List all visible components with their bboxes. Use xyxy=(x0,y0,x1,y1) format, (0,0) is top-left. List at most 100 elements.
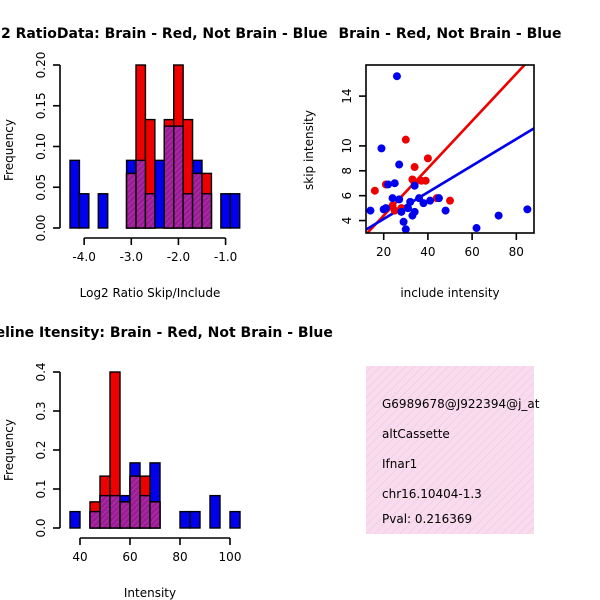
info-pval: Pval: 0.216369 xyxy=(382,512,472,526)
overlap-bar xyxy=(99,494,111,529)
x-tick-label: -1.0 xyxy=(214,250,237,264)
y-tick-label: 4 xyxy=(340,217,354,225)
y-tick-label: 0.15 xyxy=(34,92,48,119)
y-tick-label: 0.0 xyxy=(34,518,48,537)
y-tick-label: 0.10 xyxy=(34,133,48,160)
not-brain-point xyxy=(395,195,404,204)
overlap-bar xyxy=(144,193,156,229)
not-brain-point xyxy=(410,181,419,190)
not-brain-point xyxy=(392,72,401,81)
y-tick-label: 0.05 xyxy=(34,174,48,201)
y-tick-label: 0.3 xyxy=(34,401,48,420)
overlap-bar xyxy=(182,193,194,229)
not-brain-point xyxy=(406,197,415,206)
baseline-intensity-ylabel: Frequency xyxy=(2,419,16,481)
overlap-bar xyxy=(135,159,147,229)
overlap-bar xyxy=(119,501,131,529)
baseline-intensity-histogram: Baseline Itensity: Brain - Red, Not Brai… xyxy=(0,325,333,600)
not-brain-bar xyxy=(179,510,191,529)
not-brain-bar xyxy=(97,193,109,229)
baseline-intensity-axes: 40 60 80 100 0.0 0.1 0.2 0.3 0.4 xyxy=(34,362,241,564)
log2-ratio-axes: -4.0 -3.0 -2.0 -1.0 0.00 0.05 0.10 0.15 0.20 xyxy=(34,52,237,264)
log2-ratio-xlabel: Log2 Ratio Skip/Include xyxy=(80,286,221,300)
overlap-bar xyxy=(129,475,141,529)
overlap-bar xyxy=(149,501,161,529)
overlap-bar xyxy=(139,494,151,529)
not-brain-point xyxy=(381,204,390,213)
log2-ratio-ylabel: Frequency xyxy=(2,119,16,181)
x-tick-label: 20 xyxy=(376,245,391,259)
overlap-bar xyxy=(109,494,121,529)
overlap-bar xyxy=(163,125,175,229)
not-brain-point xyxy=(426,196,435,205)
baseline-intensity-title: Baseline Itensity: Brain - Red, Not Brai… xyxy=(0,325,333,341)
y-tick-label: 0.00 xyxy=(34,215,48,242)
log2-ratio-title: Log2 RatioData: Brain - Red, Not Brain -… xyxy=(0,26,328,42)
not-brain-point xyxy=(390,179,399,188)
brain-point xyxy=(401,135,410,144)
baseline-intensity-xlabel: Intensity xyxy=(124,586,176,600)
not-brain-point xyxy=(472,224,481,233)
not-brain-point xyxy=(410,207,419,216)
info-gene-name: Ifnar1 xyxy=(382,457,417,471)
y-tick-label: 0.2 xyxy=(34,440,48,459)
not-brain-point xyxy=(401,225,410,233)
not-brain-bar xyxy=(189,510,201,529)
not-brain-bar xyxy=(220,193,231,229)
info-background xyxy=(366,366,534,534)
not-brain-bar xyxy=(229,193,241,229)
not-brain-point xyxy=(377,144,386,153)
brain-point xyxy=(390,206,399,215)
x-tick-label: -4.0 xyxy=(72,250,95,264)
not-brain-point xyxy=(419,199,428,208)
not-brain-bar xyxy=(69,159,81,229)
not-brain-point xyxy=(397,207,406,216)
not-brain-bar xyxy=(69,510,81,529)
overlap-bar xyxy=(191,172,203,229)
scatter-title: Brain - Red, Not Brain - Blue xyxy=(338,26,561,42)
y-tick-label: 8 xyxy=(340,167,354,175)
scatter-ylabel: skip intensity xyxy=(302,110,316,190)
brain-point xyxy=(421,176,430,185)
brain-point xyxy=(446,196,454,205)
info-event-id: G6989678@J922394@j_at xyxy=(382,397,540,411)
x-tick-label: 40 xyxy=(72,550,87,564)
plot-frame xyxy=(365,64,535,234)
y-tick-label: 0.4 xyxy=(34,362,48,381)
not-brain-bar xyxy=(209,494,221,529)
x-tick-label: 80 xyxy=(509,245,524,259)
x-tick-label: -3.0 xyxy=(120,250,143,264)
x-tick-label: 40 xyxy=(420,245,435,259)
not-brain-bar xyxy=(229,510,241,529)
baseline-intensity-bars xyxy=(69,371,241,529)
overlap-bar xyxy=(89,510,101,529)
not-brain-point xyxy=(395,160,404,169)
intensity-scatter: Brain - Red, Not Brain - Blue 20 40 60 80 4 6… xyxy=(302,26,562,300)
x-tick-label: 60 xyxy=(122,550,137,564)
overlap-bar xyxy=(201,193,213,229)
not-brain-point xyxy=(366,206,375,215)
not-brain-point xyxy=(494,211,503,220)
not-brain-bar xyxy=(154,159,165,229)
not-brain-point xyxy=(404,204,412,213)
y-tick-label: 0.20 xyxy=(34,52,48,79)
not-brain-point xyxy=(441,206,450,215)
info-panel: G6989678@J922394@j_at altCassette Ifnar1… xyxy=(366,366,540,534)
overlap-bar xyxy=(125,172,137,229)
not-brain-point xyxy=(388,194,397,203)
x-tick-label: -2.0 xyxy=(167,250,190,264)
brain-point xyxy=(423,154,432,163)
log2-ratio-bars xyxy=(69,64,241,229)
info-location: chr16.10404-1.3 xyxy=(382,487,482,501)
not-brain-point xyxy=(384,180,393,189)
y-tick-label: 14 xyxy=(340,88,354,103)
y-tick-label: 0.1 xyxy=(34,479,48,498)
scatter-xlabel: include intensity xyxy=(400,286,499,300)
scatter-axes: 20 40 60 80 4 6 8 10 14 xyxy=(340,64,535,259)
not-brain-point xyxy=(399,217,408,226)
not-brain-point xyxy=(523,205,532,214)
overlap-bar xyxy=(173,125,184,229)
brain-point xyxy=(410,163,419,172)
scatter-points xyxy=(366,72,532,233)
